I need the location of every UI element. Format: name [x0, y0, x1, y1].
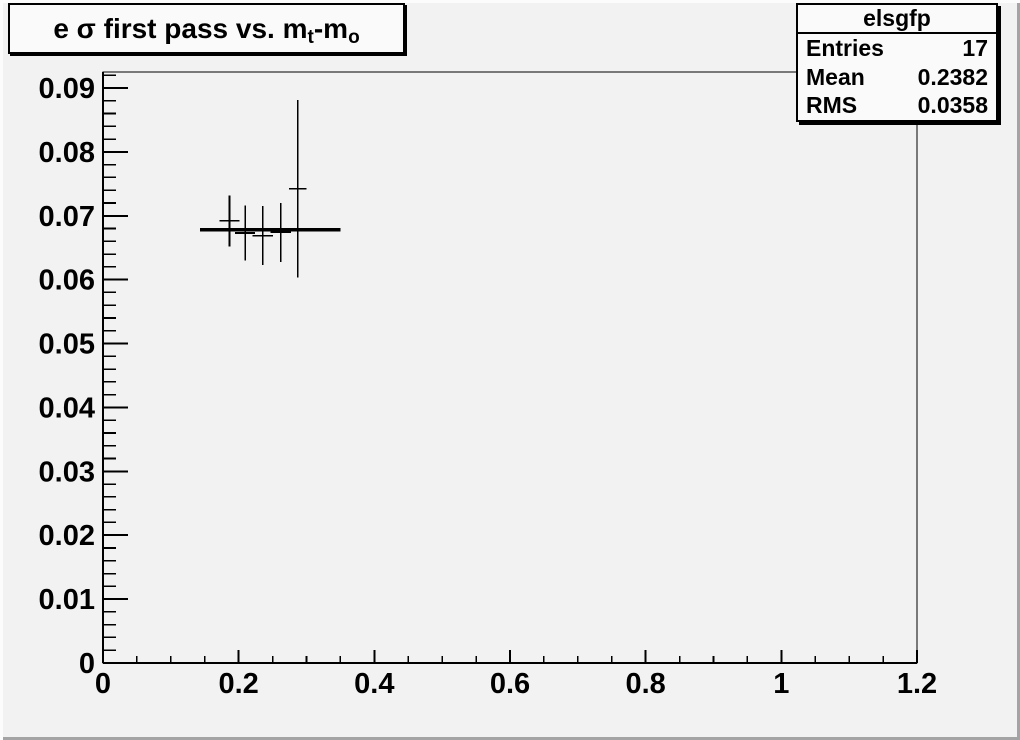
stats-label-mean: Mean — [806, 63, 865, 90]
title-text: e σ first pass vs. m — [53, 12, 308, 44]
x-tick-label: 1.2 — [897, 668, 937, 700]
stats-value-rms: 0.0358 — [917, 92, 988, 119]
y-tick-label: 0.04 — [39, 392, 95, 424]
title-pave: e σ first pass vs. m t -m o — [8, 3, 405, 54]
title-subscript-o: o — [348, 26, 360, 48]
y-tick-label: 0.01 — [39, 584, 95, 616]
data-point — [288, 100, 307, 278]
x-tick-label: 0 — [95, 668, 111, 700]
stats-box: elsgfp Entries 17 Mean 0.2382 RMS 0.0358 — [796, 3, 998, 122]
stats-label-entries: Entries — [806, 34, 884, 61]
y-tick-label: 0.09 — [39, 73, 95, 105]
x-tick-label: 0.6 — [490, 668, 530, 700]
stats-value-mean: 0.2382 — [917, 63, 988, 90]
x-tick-label: 0.8 — [626, 668, 666, 700]
data-point — [252, 206, 273, 265]
stats-value-entries: 17 — [962, 34, 988, 61]
data-point — [219, 195, 240, 247]
y-tick-label: 0.03 — [39, 456, 95, 488]
x-tick-label: 0.2 — [219, 668, 259, 700]
stats-row-mean: Mean 0.2382 — [798, 63, 996, 92]
x-axis: 0 0.2 0.4 0.6 0.8 1 1.2 — [95, 650, 937, 700]
y-tick-label: 0.02 — [39, 520, 95, 552]
plot-frame — [101, 71, 918, 665]
x-tick-label: 0.4 — [354, 668, 394, 700]
y-tick-label: 0.08 — [39, 137, 95, 169]
stats-row-rms: RMS 0.0358 — [798, 91, 996, 120]
y-tick-label: 0.05 — [39, 329, 95, 361]
data-point — [270, 202, 291, 262]
data-point — [235, 205, 256, 261]
y-tick-label: 0 — [79, 648, 95, 680]
stats-label-rms: RMS — [806, 92, 858, 119]
y-tick-label: 0.07 — [39, 201, 95, 233]
title-subscript-t: t — [307, 26, 314, 48]
title-text: -m — [313, 12, 349, 44]
stats-title: elsgfp — [798, 5, 996, 34]
stats-row-entries: Entries 17 — [798, 34, 996, 63]
y-tick-label: 0.06 — [39, 265, 95, 297]
frame-border — [102, 71, 918, 664]
x-tick-label: 1 — [773, 668, 789, 700]
y-axis: 0 0.01 0.02 0.03 0.04 0.05 0.06 0.07 0.08 0.09 — [39, 73, 128, 680]
data-points — [219, 100, 307, 278]
